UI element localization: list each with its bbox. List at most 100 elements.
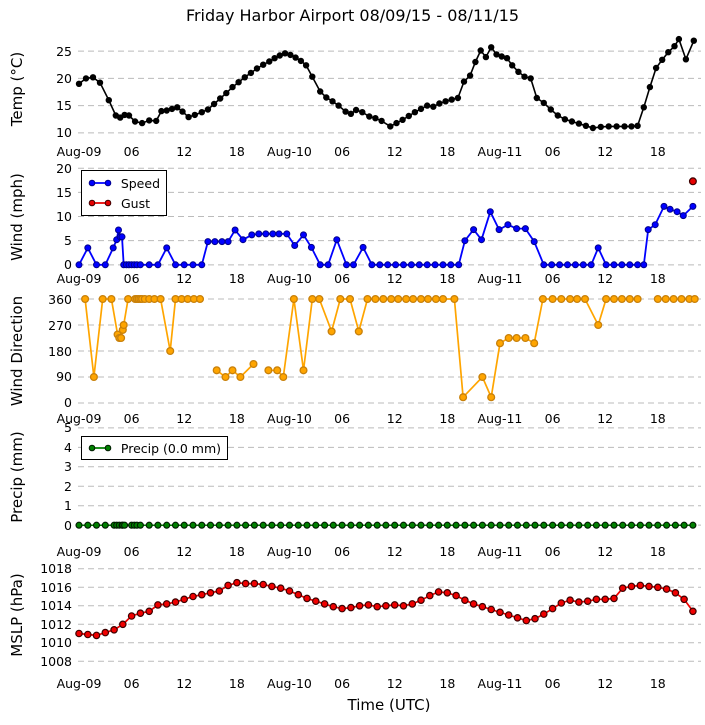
- x-tick-label: 12: [597, 271, 614, 286]
- data-point: [521, 333, 530, 343]
- y-tick-label: 0: [64, 395, 72, 411]
- data-point: [393, 119, 400, 127]
- data-point: [390, 601, 399, 609]
- data-point: [417, 596, 425, 605]
- x-tick-label: 12: [176, 144, 193, 159]
- data-point: [460, 78, 468, 85]
- data-point: [317, 88, 324, 95]
- data-point: [547, 106, 554, 113]
- data-point: [472, 58, 479, 66]
- data-point: [682, 56, 690, 63]
- data-point: [665, 49, 672, 56]
- x-tick-label: 18: [439, 544, 456, 559]
- series-temp: [75, 35, 697, 132]
- data-point: [347, 110, 355, 118]
- data-point: [294, 521, 302, 529]
- wind-legend: Speed Gust: [81, 170, 167, 216]
- data-point: [651, 221, 659, 229]
- data-point: [75, 521, 83, 529]
- data-point: [154, 601, 162, 609]
- data-point: [627, 521, 636, 529]
- x-tick-label: Aug-11: [477, 411, 523, 426]
- data-point: [198, 109, 206, 116]
- y-tick-label: 20: [56, 70, 72, 86]
- data-point: [356, 521, 364, 529]
- data-point: [416, 294, 426, 304]
- data-point: [316, 261, 324, 269]
- data-point: [146, 117, 153, 124]
- y-axis-label-temp: Temp (°C): [8, 51, 26, 127]
- y-tick-label: 3: [64, 459, 72, 475]
- data-line: [78, 37, 695, 129]
- data-point: [618, 261, 626, 269]
- data-point: [415, 261, 423, 269]
- data-point: [478, 602, 487, 611]
- data-point: [115, 226, 122, 234]
- legend-entry-speed: Speed: [88, 174, 160, 192]
- data-point: [566, 596, 574, 605]
- data-point: [439, 261, 447, 269]
- data-point: [628, 123, 635, 130]
- x-tick-label: 12: [386, 144, 403, 159]
- data-point: [673, 208, 681, 216]
- series-precip-0-0-mm-: [75, 521, 697, 529]
- data-point: [575, 120, 583, 127]
- data-point: [561, 116, 569, 123]
- data-point: [363, 294, 372, 304]
- y-tick-label: 1016: [40, 579, 72, 595]
- data-point: [579, 261, 587, 269]
- data-point: [487, 521, 495, 529]
- data-point: [505, 521, 513, 529]
- data-point: [556, 261, 564, 269]
- data-point: [136, 609, 145, 618]
- data-point: [679, 212, 687, 220]
- data-point: [602, 261, 610, 269]
- data-point: [206, 521, 215, 529]
- data-point: [308, 294, 317, 304]
- data-point: [275, 230, 283, 238]
- data-line: [78, 205, 694, 266]
- data-point: [198, 590, 206, 599]
- data-point: [248, 231, 256, 239]
- data-point: [223, 89, 230, 97]
- data-point: [417, 521, 425, 529]
- data-point: [522, 521, 530, 529]
- data-point: [443, 588, 452, 597]
- data-point: [124, 294, 133, 304]
- data-point: [382, 601, 390, 610]
- y-tick-label: 4: [64, 439, 72, 455]
- data-point: [448, 96, 455, 103]
- data-point: [109, 244, 117, 252]
- x-tick-label: Aug-11: [477, 144, 523, 159]
- data-point: [93, 261, 100, 269]
- data-point: [530, 238, 538, 246]
- data-point: [434, 588, 443, 596]
- y-tick-label: 1: [64, 498, 72, 514]
- data-point: [378, 117, 385, 125]
- data-point: [644, 226, 652, 234]
- data-point: [482, 53, 490, 61]
- data-point: [320, 600, 329, 608]
- x-tick-label: 18: [649, 271, 666, 286]
- data-point: [117, 333, 126, 343]
- data-point: [557, 294, 566, 304]
- x-tick-label: 18: [228, 271, 245, 286]
- data-point: [488, 44, 495, 51]
- x-tick-label: Aug-11: [477, 676, 523, 691]
- data-point: [689, 521, 697, 529]
- data-point: [352, 106, 360, 114]
- data-point: [540, 521, 548, 529]
- data-point: [653, 583, 662, 592]
- data-point: [549, 521, 557, 529]
- y-tick-label: 15: [56, 98, 72, 114]
- x-tick-label: 18: [439, 271, 456, 286]
- data-point: [294, 590, 303, 599]
- x-tick-label: 12: [176, 676, 193, 691]
- data-point: [675, 35, 683, 43]
- data-point: [210, 100, 218, 108]
- data-point: [373, 602, 382, 611]
- x-tick-label: 06: [334, 544, 351, 559]
- data-point: [206, 588, 215, 597]
- x-tick-label: 12: [176, 271, 193, 286]
